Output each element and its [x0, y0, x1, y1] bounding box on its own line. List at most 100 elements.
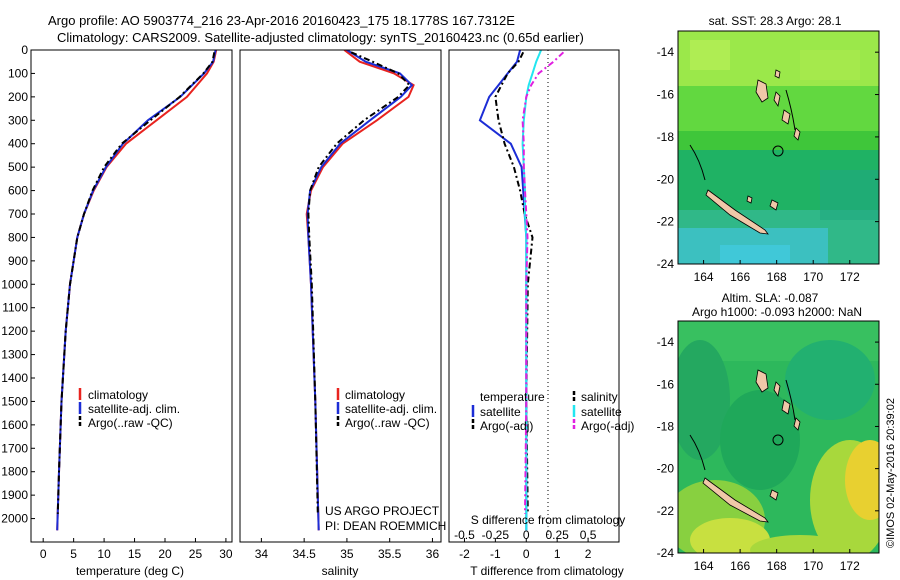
depth-tick-label: 0	[21, 43, 28, 57]
salinity-legend-label: climatology	[345, 388, 405, 402]
latitude-tick-label: -22	[657, 215, 675, 229]
depth-tick-label: 600	[8, 184, 28, 198]
difference-series-line	[494, 51, 534, 514]
salinity-difference-label: S difference from climatology	[471, 513, 626, 527]
temperature-tick-label: 15	[128, 547, 142, 561]
salinity-series-line	[306, 50, 414, 531]
depth-tick-label: 1000	[1, 277, 28, 291]
title-line-2: Climatology: CARS2009. Satellite-adjuste…	[57, 30, 584, 45]
difference-series-line	[478, 50, 528, 531]
latitude-tick-label: -20	[657, 462, 675, 476]
sla-map-panel: Altim. SLA: -0.087 Argo h1000: -0.093 h2…	[657, 291, 880, 573]
depth-tick-label: 300	[8, 113, 28, 127]
salinity-panel: 34 34.5 35 35.5 36 salinity climatologysatel…	[239, 49, 446, 578]
longitude-tick-label: 172	[840, 270, 860, 284]
temperature-tick-label: 0	[40, 547, 47, 561]
temperature-panel: 0100200300400500600700800900100011001200…	[1, 43, 233, 578]
depth-tick-label: 1700	[1, 441, 28, 455]
sla-map-title-2: Argo h1000: -0.093 h2000: NaN	[692, 305, 862, 319]
latitude-tick-label: -24	[657, 546, 675, 560]
sdiff-tick-label: -0.5	[454, 528, 475, 542]
salinity-tick-label: 35.5	[378, 547, 402, 561]
latitude-tick-label: -16	[657, 88, 675, 102]
sst-map-frame	[677, 30, 880, 265]
temperature-series-line	[56, 50, 218, 531]
temperature-tick-label: 30	[219, 547, 233, 561]
longitude-tick-label: 168	[767, 559, 787, 573]
pi-annotation: PI: DEAN ROEMMICH	[325, 519, 446, 533]
difference-legend-label: Argo(-adj)	[581, 419, 634, 433]
longitude-tick-label: 170	[803, 270, 823, 284]
sdiff-tick-label: 0.25	[546, 528, 570, 542]
sdiff-tick-label: 0.5	[580, 528, 597, 542]
salinity-axes-frame	[239, 49, 442, 543]
depth-tick-label: 1400	[1, 371, 28, 385]
longitude-tick-label: 164	[694, 270, 714, 284]
temperature-tick-label: 20	[158, 547, 172, 561]
salinity-tick-label: 34.5	[292, 547, 316, 561]
depth-tick-label: 2000	[1, 512, 28, 526]
temperature-tick-label: 25	[189, 547, 203, 561]
tdiff-tick-label: -1	[490, 547, 501, 561]
depth-tick-label: 200	[8, 90, 28, 104]
difference-legend-label: satellite	[480, 405, 521, 419]
difference-axes-frame	[448, 49, 620, 543]
depth-tick-label: 900	[8, 254, 28, 268]
temperature-legend-label: climatology	[88, 388, 148, 402]
salinity-tick-label: 36	[426, 547, 440, 561]
project-annotation: US ARGO PROJECT	[325, 504, 440, 518]
difference-legend-title: temperature	[480, 390, 545, 404]
temperature-legend-label: satellite-adj. clim.	[88, 402, 180, 416]
latitude-tick-label: -18	[657, 419, 675, 433]
salinity-legend-label: satellite-adj. clim.	[345, 402, 437, 416]
depth-tick-label: 1600	[1, 418, 28, 432]
sla-map-image	[678, 321, 879, 553]
tdiff-tick-label: 1	[554, 547, 561, 561]
difference-panel: -2 -1 0 1 2 -0.5 -0.25 0 0.25 0.5 S difference f…	[448, 49, 634, 578]
timestamp-label: ©IMOS 02-May-2016 20:39:02	[885, 398, 897, 548]
longitude-tick-label: 164	[694, 559, 714, 573]
difference-legend-label: Argo(-adj)	[480, 419, 533, 433]
temperature-difference-xlabel: T difference from climatology	[470, 564, 624, 578]
depth-tick-label: 500	[8, 160, 28, 174]
depth-tick-label: 1300	[1, 348, 28, 362]
difference-legend-title: salinity	[581, 390, 618, 404]
depth-tick-label: 1500	[1, 394, 28, 408]
longitude-tick-label: 166	[730, 270, 750, 284]
temperature-tick-label: 10	[97, 547, 111, 561]
longitude-tick-label: 170	[803, 559, 823, 573]
sdiff-tick-label: -0.25	[482, 528, 510, 542]
difference-series-line	[521, 51, 565, 514]
depth-tick-label: 700	[8, 207, 28, 221]
temperature-series-line	[56, 50, 217, 531]
tdiff-tick-label: -2	[459, 547, 470, 561]
longitude-tick-label: 172	[840, 559, 860, 573]
temperature-series-line	[56, 52, 216, 514]
salinity-tick-label: 34	[255, 547, 269, 561]
sla-map-title-1: Altim. SLA: -0.087	[722, 291, 819, 305]
sdiff-tick-label: 0	[523, 528, 530, 542]
depth-tick-label: 400	[8, 137, 28, 151]
sst-map-image	[678, 31, 879, 264]
temperature-axes-frame	[30, 49, 233, 543]
latitude-tick-label: -18	[657, 130, 675, 144]
latitude-tick-label: -14	[657, 335, 675, 349]
depth-tick-label: 1900	[1, 488, 28, 502]
sla-map-frame	[677, 320, 880, 554]
longitude-tick-label: 168	[767, 270, 787, 284]
latitude-tick-label: -20	[657, 172, 675, 186]
latitude-tick-label: -22	[657, 504, 675, 518]
salinity-legend-label: Argo(..raw -QC)	[345, 416, 430, 430]
salinity-tick-label: 35	[340, 547, 354, 561]
sst-map-panel: sat. SST: 28.3 Argo: 28.1 -14-16-1	[657, 14, 880, 284]
title-line-1: Argo profile: AO 5903774_216 23-Apr-2016…	[48, 13, 515, 28]
latitude-tick-label: -24	[657, 257, 675, 271]
salinity-series-line	[307, 51, 411, 514]
longitude-tick-label: 166	[730, 559, 750, 573]
latitude-tick-label: -14	[657, 45, 675, 59]
latitude-tick-label: -16	[657, 377, 675, 391]
salinity-series-line	[305, 50, 415, 531]
difference-legend-label: satellite	[581, 405, 622, 419]
depth-tick-label: 1800	[1, 465, 28, 479]
